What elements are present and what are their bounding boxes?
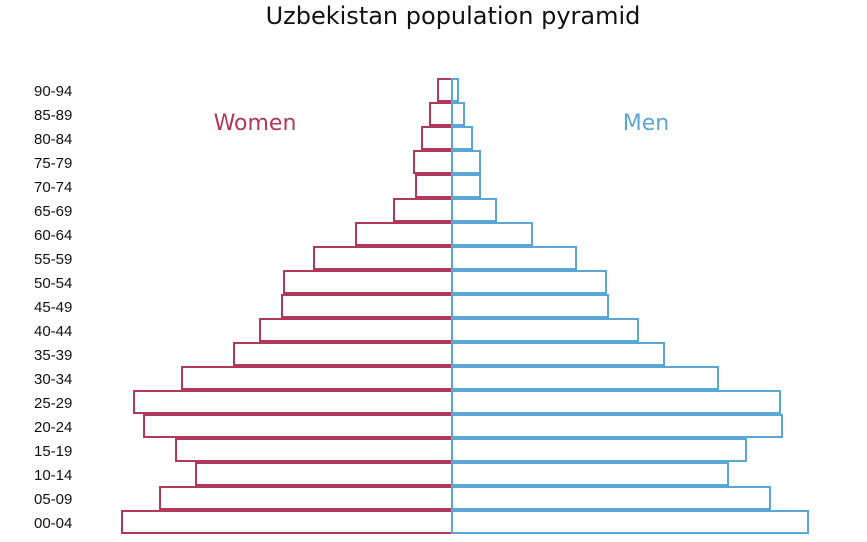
women-bar-45-49 — [281, 294, 453, 318]
men-bar-40-44 — [451, 318, 639, 342]
women-series-label: Women — [214, 111, 297, 136]
chart-title: Uzbekistan population pyramid — [266, 2, 641, 30]
women-bar-85-89 — [429, 102, 453, 126]
age-tick-label: 30-34 — [34, 371, 72, 388]
age-tick-label: 75-79 — [34, 155, 72, 172]
age-tick-label: 85-89 — [34, 107, 72, 124]
age-tick-label: 45-49 — [34, 299, 72, 316]
women-bar-35-39 — [233, 342, 453, 366]
women-bar-25-29 — [133, 390, 453, 414]
women-bar-75-79 — [413, 150, 453, 174]
men-series-label: Men — [623, 111, 669, 136]
age-tick-label: 90-94 — [34, 83, 72, 100]
age-tick-label: 00-04 — [34, 515, 72, 532]
women-bar-40-44 — [259, 318, 453, 342]
women-bar-55-59 — [313, 246, 453, 270]
men-bar-55-59 — [451, 246, 577, 270]
women-bar-50-54 — [283, 270, 453, 294]
men-bar-10-14 — [451, 462, 729, 486]
men-bar-50-54 — [451, 270, 607, 294]
age-tick-label: 60-64 — [34, 227, 72, 244]
age-tick-label: 80-84 — [34, 131, 72, 148]
age-tick-label: 50-54 — [34, 275, 72, 292]
men-bar-30-34 — [451, 366, 719, 390]
age-tick-label: 05-09 — [34, 491, 72, 508]
men-bar-80-84 — [451, 126, 473, 150]
men-bar-45-49 — [451, 294, 609, 318]
men-bar-15-19 — [451, 438, 747, 462]
men-bar-60-64 — [451, 222, 533, 246]
women-bar-05-09 — [159, 486, 453, 510]
age-tick-label: 20-24 — [34, 419, 72, 436]
women-bar-90-94 — [437, 78, 453, 102]
age-tick-label: 10-14 — [34, 467, 72, 484]
men-bar-20-24 — [451, 414, 783, 438]
age-tick-label: 55-59 — [34, 251, 72, 268]
women-bar-10-14 — [195, 462, 453, 486]
age-tick-label: 35-39 — [34, 347, 72, 364]
men-bar-85-89 — [451, 102, 465, 126]
men-bar-35-39 — [451, 342, 665, 366]
age-tick-label: 65-69 — [34, 203, 72, 220]
men-bar-65-69 — [451, 198, 497, 222]
men-bar-25-29 — [451, 390, 781, 414]
women-bar-20-24 — [143, 414, 453, 438]
women-bar-65-69 — [393, 198, 453, 222]
tick-labels-group: 00-04 05-09 10-14 15-19 20-24 25-29 30-34 35-39… — [34, 83, 72, 532]
women-bar-60-64 — [355, 222, 453, 246]
age-tick-label: 25-29 — [34, 395, 72, 412]
women-bar-00-04 — [121, 510, 453, 534]
men-bar-70-74 — [451, 174, 481, 198]
women-bar-80-84 — [421, 126, 453, 150]
women-bar-15-19 — [175, 438, 453, 462]
bars-group — [121, 78, 809, 534]
women-bar-30-34 — [181, 366, 453, 390]
men-bar-00-04 — [451, 510, 809, 534]
age-tick-label: 70-74 — [34, 179, 72, 196]
age-tick-label: 40-44 — [34, 323, 72, 340]
men-bar-75-79 — [451, 150, 481, 174]
men-bar-05-09 — [451, 486, 771, 510]
age-tick-label: 15-19 — [34, 443, 72, 460]
women-bar-70-74 — [415, 174, 453, 198]
